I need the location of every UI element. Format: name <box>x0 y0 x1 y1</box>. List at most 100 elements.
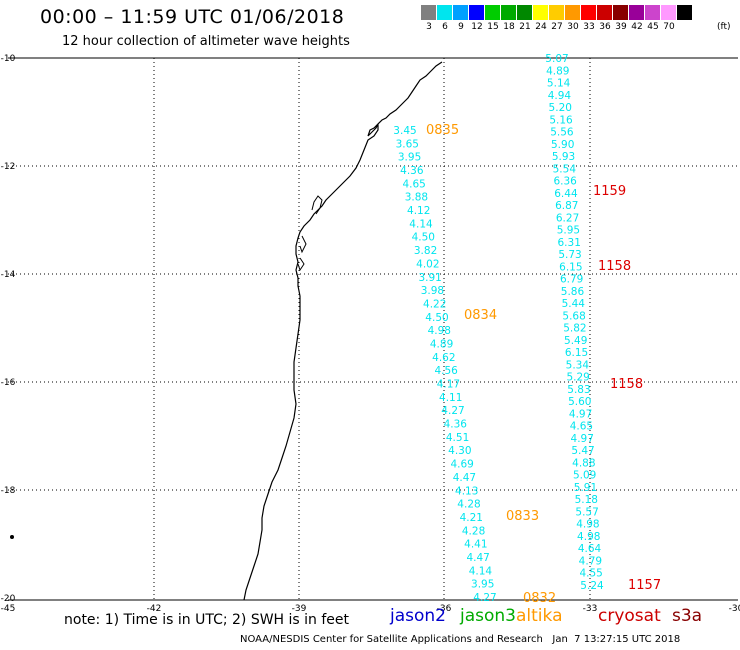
swh-value: 5.14 <box>547 78 571 90</box>
pass-time-label: 1157 <box>628 578 661 593</box>
note-text: note: 1) Time is in UTC; 2) SWH is in fe… <box>64 612 350 628</box>
scale-swatch <box>533 5 549 20</box>
lon-label: -30 <box>729 604 740 614</box>
island-marker <box>10 535 14 539</box>
swh-value: 5.54 <box>553 163 577 175</box>
swh-value: 4.56 <box>434 365 458 377</box>
swh-value: 4.36 <box>444 419 468 431</box>
lat-label: -10 <box>1 54 16 64</box>
swh-value: 5.93 <box>552 151 575 163</box>
swh-value: 5.44 <box>562 298 586 310</box>
swh-value: 4.11 <box>439 392 462 404</box>
swh-value: 4.13 <box>455 485 478 497</box>
lon-label: -39 <box>292 604 307 614</box>
swh-value: 4.02 <box>416 258 439 270</box>
pass-time-label: 1158 <box>610 377 643 392</box>
swh-value: 4.22 <box>423 298 446 310</box>
legend-jason3: jason3 <box>460 606 516 626</box>
lon-label: -33 <box>583 604 598 614</box>
swh-value: 4.88 <box>572 457 595 469</box>
scale-label: 15 <box>487 22 499 32</box>
swh-value: 5.90 <box>551 139 574 151</box>
lat-label: -16 <box>1 378 16 388</box>
swh-value: 4.27 <box>473 592 496 604</box>
scale-label: 70 <box>663 22 675 32</box>
swh-value: 5.95 <box>557 225 580 237</box>
swh-value: 5.24 <box>580 580 604 592</box>
pass-time-label: 0832 <box>523 591 556 606</box>
swh-value: 4.97 <box>569 408 592 420</box>
pass-time-label: 0833 <box>506 509 539 524</box>
pass-time-label: 0834 <box>464 308 497 323</box>
swh-value: 4.21 <box>460 512 483 524</box>
swh-value: 5.68 <box>562 310 585 322</box>
scale-label: 27 <box>551 22 563 32</box>
scale-swatch <box>613 5 629 20</box>
swh-value: 5.49 <box>564 335 587 347</box>
scale-label: 39 <box>615 22 627 32</box>
coastline <box>243 61 443 601</box>
swh-value: 4.47 <box>466 552 489 564</box>
swh-value: 5.73 <box>558 249 581 261</box>
swh-value: 4.69 <box>450 459 473 471</box>
swh-value: 4.89 <box>430 338 453 350</box>
credit-line: NOAA/NESDIS Center for Satellite Applica… <box>240 634 681 645</box>
swh-value: 4.17 <box>437 379 460 391</box>
swh-track-east: 5.074.895.144.945.205.165.565.905.935.54… <box>545 53 604 592</box>
legend-jason2: jason2 <box>390 606 446 626</box>
scale-swatch <box>469 5 485 20</box>
swh-value: 6.31 <box>558 237 581 249</box>
swh-value: 5.60 <box>568 396 591 408</box>
swh-value: 4.64 <box>578 543 602 555</box>
color-scale-bar <box>421 5 693 20</box>
swh-value: 4.51 <box>446 432 469 444</box>
lat-label: -12 <box>1 162 16 172</box>
legend-altika: altika <box>516 606 563 626</box>
swh-value: 4.94 <box>548 90 572 102</box>
swh-value: 4.62 <box>432 352 455 364</box>
swh-value: 5.18 <box>575 494 598 506</box>
coastline-inlet <box>297 195 323 272</box>
swh-value: 5.56 <box>550 127 574 139</box>
swh-value: 5.86 <box>561 286 585 298</box>
scale-label: 24 <box>535 22 547 32</box>
swh-value: 4.50 <box>425 312 448 324</box>
swh-value: 4.98 <box>576 519 599 531</box>
pass-time-label: 0835 <box>426 123 459 138</box>
swh-value: 5.83 <box>567 384 590 396</box>
swh-value: 3.98 <box>421 285 444 297</box>
scale-swatch <box>517 5 533 20</box>
swh-value: 5.20 <box>549 102 572 114</box>
swh-value: 4.65 <box>402 178 425 190</box>
lon-label: -36 <box>437 604 452 614</box>
lat-lon-grid <box>8 58 738 600</box>
scale-label: 33 <box>583 22 595 32</box>
swh-value: 6.36 <box>553 176 577 188</box>
swh-value: 4.97 <box>571 433 594 445</box>
scale-swatch <box>629 5 645 20</box>
scale-swatch <box>421 5 437 20</box>
swh-value: 4.89 <box>546 65 569 77</box>
lat-label: -18 <box>1 486 16 496</box>
swh-value: 5.07 <box>545 53 568 65</box>
scale-swatch <box>661 5 677 20</box>
pass-time-label: 1158 <box>598 259 631 274</box>
swh-value: 5.91 <box>574 482 597 494</box>
swh-value: 3.88 <box>405 192 428 204</box>
swh-value: 5.82 <box>563 323 586 335</box>
lon-label: -45 <box>1 604 16 614</box>
swh-value: 5.09 <box>573 470 596 482</box>
swh-value: 4.47 <box>453 472 476 484</box>
color-scale-labels: 3 6 9 12 15 18 21 24 27 30 33 36 39 42 45 70 <box>421 22 693 32</box>
scale-swatch <box>453 5 469 20</box>
scale-swatch <box>677 5 693 20</box>
axis-tick-labels: -10 -12 -14 -16 -18 -20-45 -42 -39 -36 -33 -30 <box>1 54 740 614</box>
plot-frame <box>8 57 738 601</box>
swh-value: 4.50 <box>412 232 435 244</box>
scale-swatch <box>645 5 661 20</box>
swh-value: 3.95 <box>471 579 494 591</box>
swh-value: 4.14 <box>409 218 433 230</box>
scale-label: 3 <box>426 22 432 32</box>
map-title: 00:00 – 11:59 UTC 01/06/2018 <box>40 6 345 28</box>
scale-label: 18 <box>503 22 515 32</box>
